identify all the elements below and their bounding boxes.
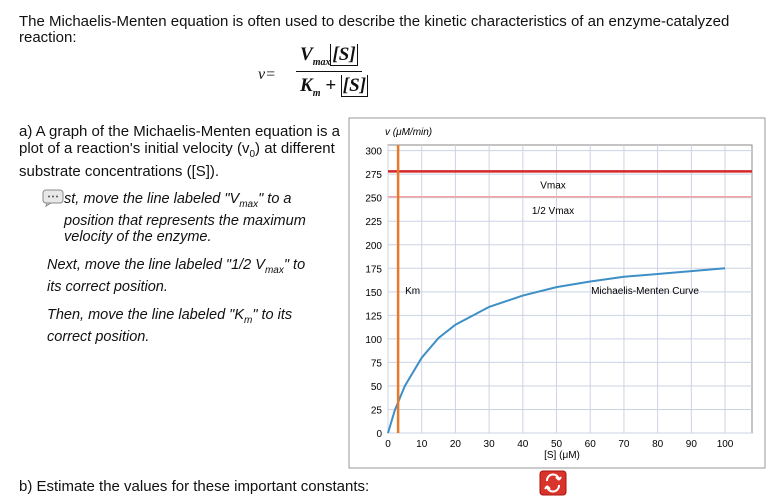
step: Next, move the line labeled "1/2 Vmax" t… <box>47 257 317 295</box>
eq-k: K <box>300 75 313 96</box>
x-tick-label: 30 <box>484 439 496 450</box>
text: " to its correct position. <box>47 307 293 345</box>
eq-sub: m <box>312 87 321 99</box>
intro-text: The Michaelis-Menten equation is often u… <box>19 13 730 46</box>
x-tick-label: 100 <box>717 439 734 450</box>
line-label: Km <box>405 286 420 297</box>
x-axis-label: [S] (μM) <box>544 450 580 461</box>
subscript: 0 <box>249 149 256 160</box>
curve-label: Michaelis-Menten Curve <box>591 286 699 297</box>
subscript: max <box>239 198 259 210</box>
y-tick-label: 250 <box>365 194 382 205</box>
x-tick-label: 10 <box>416 439 428 450</box>
y-tick-label: 75 <box>371 358 383 369</box>
subscript: m <box>244 314 253 326</box>
y-tick-label: 125 <box>365 311 382 322</box>
y-tick-label: 100 <box>365 335 382 346</box>
text: st, move the line labeled "V <box>64 191 240 207</box>
line-label: Vmax <box>540 180 566 191</box>
eq-s: [S] <box>340 75 369 97</box>
text: a) A graph of the Michaelis-Menten equat… <box>19 123 341 157</box>
reset-button[interactable] <box>539 470 567 496</box>
y-tick-label: 200 <box>365 241 382 252</box>
x-tick-label: 70 <box>618 439 630 450</box>
x-tick-label: 80 <box>652 439 664 450</box>
x-tick-label: 20 <box>450 439 462 450</box>
y-tick-label: 0 <box>376 429 382 440</box>
eq-fraction-bar <box>296 71 362 72</box>
part-b: b) Estimate the values for these importa… <box>19 478 370 495</box>
eq-lhs: v= <box>258 66 276 83</box>
x-tick-label: 60 <box>585 439 597 450</box>
y-tick-label: 225 <box>365 217 382 228</box>
x-tick-label: 40 <box>517 439 529 450</box>
hint-icon[interactable] <box>42 189 64 207</box>
part-a: a) A graph of the Michaelis-Menten equat… <box>19 123 341 180</box>
step: st, move the line labeled "Vmax" to a po… <box>64 191 314 245</box>
x-tick-label: 90 <box>686 439 698 450</box>
eq-plus: + <box>325 75 337 96</box>
text: Then, move the line labeled "K <box>47 307 244 323</box>
y-tick-label: 300 <box>365 147 382 158</box>
text: Next, move the line labeled "1/2 V <box>47 257 265 273</box>
curve <box>387 267 726 434</box>
y-tick-label: 50 <box>371 382 383 393</box>
subscript: max <box>264 264 284 276</box>
eq-s: [S] <box>330 44 358 66</box>
line-label: 1/2 Vmax <box>532 206 574 217</box>
y-tick-label: 25 <box>371 405 383 416</box>
text: ) at different substrate concentrations … <box>19 140 335 180</box>
step: Then, move the line labeled "Km" to its … <box>47 307 317 345</box>
text: " to a position that represents the maxi… <box>64 191 306 245</box>
y-tick-label: 275 <box>365 170 382 181</box>
x-tick-label: 50 <box>551 439 563 450</box>
y-axis-label: v (μM/min) <box>385 127 432 138</box>
y-tick-label: 150 <box>365 288 382 299</box>
text: " to its correct position. <box>47 257 306 295</box>
x-tick-label: 0 <box>385 439 391 450</box>
eq-sub: max <box>312 56 331 68</box>
y-tick-label: 175 <box>365 264 382 275</box>
eq-v: V <box>300 44 313 65</box>
